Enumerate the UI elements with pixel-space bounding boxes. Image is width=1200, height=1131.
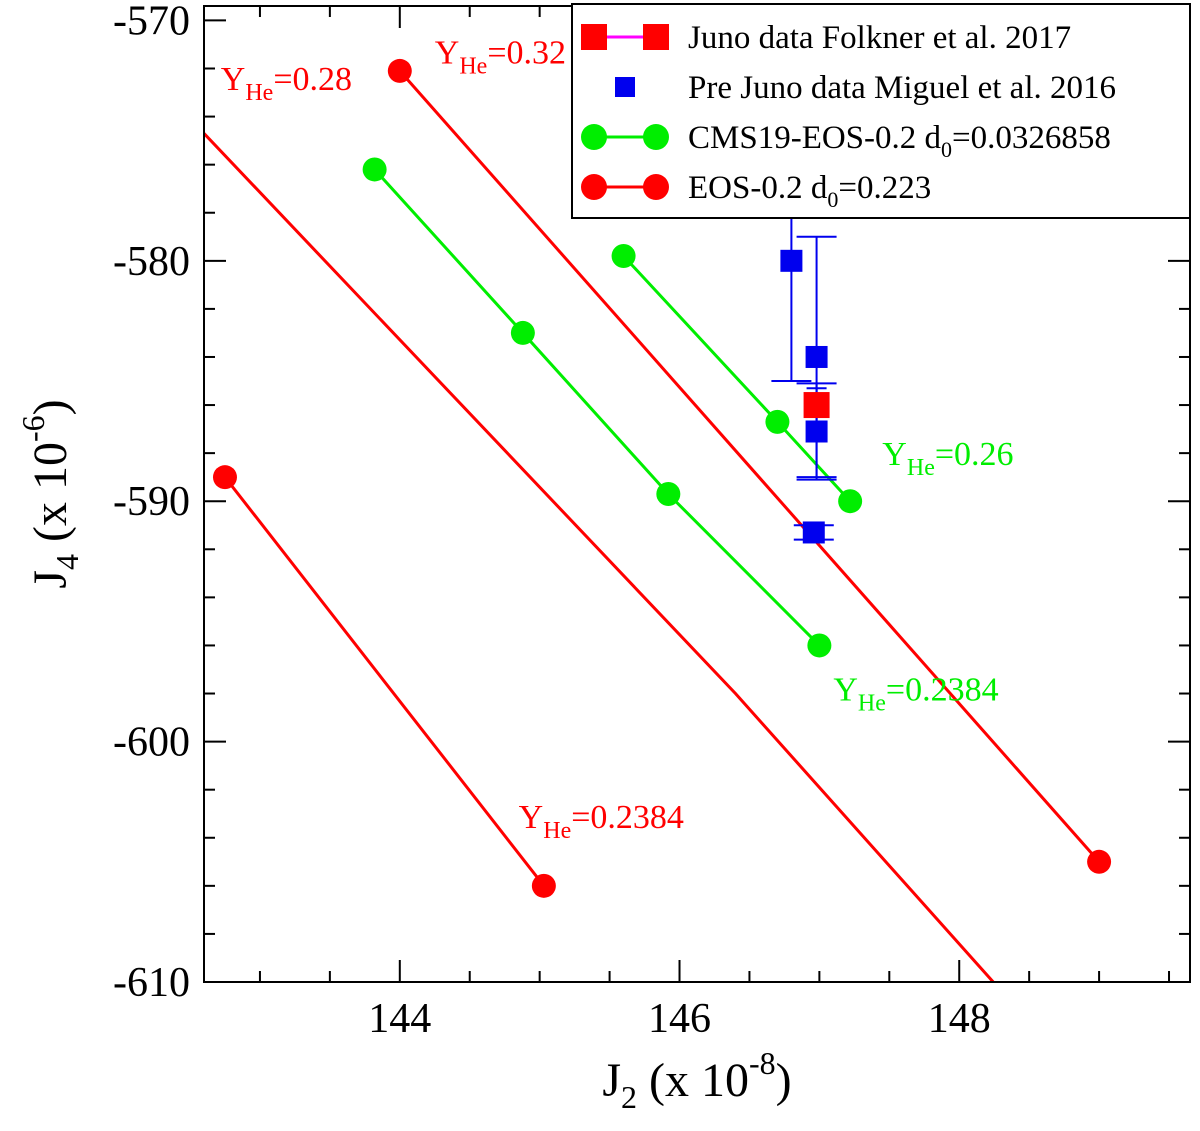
annotation-sub: He <box>245 80 273 106</box>
y-axis-title-group: J4 (x 10-6) <box>15 399 85 588</box>
y-axis-title-sub: 4 <box>49 554 85 570</box>
x-axis-title-base: J <box>602 1054 621 1107</box>
series-point <box>611 244 636 269</box>
annotation-sub: He <box>858 691 886 717</box>
y-tick-label: -590 <box>113 479 190 525</box>
series-point <box>362 157 387 182</box>
series-points <box>212 58 1112 898</box>
y-axis-title: J4 (x 10-6) <box>15 399 85 588</box>
annotation-base: Y <box>882 436 907 473</box>
series-line <box>398 69 1101 863</box>
legend-label: CMS19-EOS-0.2 d0=0.0326858 <box>688 120 1111 162</box>
annotation-sub: He <box>543 818 571 844</box>
annotation-base: Y <box>519 799 544 836</box>
y-he-annotation: YHe=0.32 <box>435 35 566 80</box>
legend-label-sub: 0 <box>941 137 952 162</box>
pre-juno-point <box>805 420 828 443</box>
x-axis-title-mid: (x 10 <box>637 1054 749 1107</box>
legend-label: Pre Juno data Miguel et al. 2016 <box>688 70 1116 106</box>
x-axis-title-sub: 2 <box>621 1079 637 1115</box>
x-axis-title-sup: -8 <box>749 1045 776 1081</box>
series-point <box>510 320 535 345</box>
legend-marker <box>615 77 635 97</box>
y-axis-title-mid: (x 10 <box>24 442 77 554</box>
y-tick-label: -600 <box>113 720 190 766</box>
y-axis-title-base: J <box>24 570 77 589</box>
series-point <box>838 489 863 514</box>
pre-juno-point <box>805 345 828 368</box>
y-axis-title-end: ) <box>24 399 77 415</box>
y-axis-title-sup: -6 <box>15 415 51 442</box>
series-point <box>531 873 556 898</box>
annotation-base: Y <box>221 61 246 98</box>
series-point <box>1087 849 1112 874</box>
y-tick-label: -580 <box>113 239 190 285</box>
y-he-annotation: YHe=0.2384 <box>519 799 684 844</box>
legend-marker <box>643 24 669 50</box>
legend-marker <box>581 174 607 200</box>
x-tick-label: 146 <box>648 996 711 1042</box>
series-point <box>807 633 832 658</box>
series-line <box>223 476 546 887</box>
annotation-value: =0.32 <box>487 35 566 72</box>
legend: Juno data Folkner et al. 2017 Pre Juno da… <box>571 3 1191 219</box>
series-line <box>373 168 821 647</box>
pre-juno-point <box>780 249 803 272</box>
annotation-value: =0.26 <box>935 436 1014 473</box>
pre-juno-point <box>802 521 825 544</box>
legend-box <box>571 3 1191 219</box>
series-point <box>387 58 412 83</box>
legend-marker <box>643 124 669 150</box>
x-axis-title: J2 (x 10-8) <box>602 1045 791 1115</box>
annotations: YHe=0.28YHe=0.32YHe=0.26YHe=0.2384YHe=0.… <box>221 35 1014 844</box>
legend-label-value: =0.223 <box>838 170 931 206</box>
y-tick-label: -570 <box>113 0 190 44</box>
legend-marker <box>643 174 669 200</box>
annotation-base: Y <box>833 672 858 709</box>
series-point <box>656 482 681 506</box>
legend-label-text: EOS-0.2 d <box>688 170 828 206</box>
annotation-value: =0.2384 <box>886 672 999 709</box>
legend-marker <box>581 124 607 150</box>
x-tick-label: 148 <box>928 996 991 1042</box>
legend-marker <box>581 24 607 50</box>
legend-label-value: =0.0326858 <box>952 120 1111 156</box>
x-tick-label: 144 <box>368 996 431 1042</box>
x-axis-title-end: ) <box>776 1054 792 1107</box>
y-tick-label: -610 <box>113 960 190 1006</box>
y-he-annotation: YHe=0.28 <box>221 61 352 106</box>
annotation-sub: He <box>907 455 935 481</box>
legend-label-sub: 0 <box>827 187 838 212</box>
legend-label: Juno data Folkner et al. 2017 <box>688 20 1071 56</box>
legend-label-text: Pre Juno data Miguel et al. 2016 <box>688 70 1116 106</box>
legend-label: EOS-0.2 d0=0.223 <box>688 170 931 212</box>
annotation-base: Y <box>435 35 460 72</box>
annotation-sub: He <box>459 54 487 80</box>
y-he-annotation: YHe=0.26 <box>882 436 1013 481</box>
series-point <box>765 409 790 434</box>
annotation-value: =0.28 <box>273 61 352 98</box>
legend-label-text: CMS19-EOS-0.2 d <box>688 120 942 156</box>
series-point <box>212 465 237 490</box>
y-he-annotation: YHe=0.2384 <box>833 672 998 717</box>
juno-point <box>803 392 830 419</box>
annotation-value: =0.2384 <box>571 799 684 836</box>
series-line <box>204 132 996 982</box>
legend-label-text: Juno data Folkner et al. 2017 <box>688 20 1071 56</box>
